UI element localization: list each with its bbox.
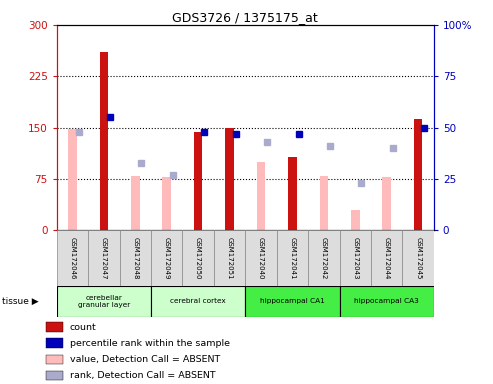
FancyBboxPatch shape [57, 286, 151, 317]
FancyBboxPatch shape [340, 230, 371, 286]
Text: GSM172041: GSM172041 [289, 237, 295, 280]
FancyBboxPatch shape [308, 230, 340, 286]
Bar [383, 177, 391, 230]
FancyBboxPatch shape [57, 230, 88, 286]
Text: hippocampal CA3: hippocampal CA3 [354, 298, 419, 305]
Bar [225, 127, 234, 230]
FancyBboxPatch shape [245, 230, 277, 286]
FancyBboxPatch shape [245, 286, 340, 317]
FancyBboxPatch shape [46, 354, 63, 364]
Text: percentile rank within the sample: percentile rank within the sample [70, 339, 230, 348]
FancyBboxPatch shape [151, 230, 182, 286]
FancyBboxPatch shape [119, 230, 151, 286]
Bar [257, 162, 265, 230]
Text: GSM172051: GSM172051 [227, 237, 233, 280]
Text: GSM172046: GSM172046 [70, 237, 75, 280]
FancyBboxPatch shape [402, 230, 434, 286]
Bar [194, 132, 203, 230]
Text: GSM172043: GSM172043 [352, 237, 358, 280]
Bar [319, 175, 328, 230]
FancyBboxPatch shape [88, 230, 119, 286]
FancyBboxPatch shape [371, 230, 402, 286]
Title: GDS3726 / 1375175_at: GDS3726 / 1375175_at [173, 11, 318, 24]
Text: cerebellar
granular layer: cerebellar granular layer [78, 295, 130, 308]
FancyBboxPatch shape [46, 338, 63, 348]
Text: GSM172040: GSM172040 [258, 237, 264, 280]
Text: tissue ▶: tissue ▶ [2, 297, 39, 306]
FancyBboxPatch shape [214, 230, 245, 286]
Text: GSM172048: GSM172048 [132, 237, 138, 280]
Text: GSM172047: GSM172047 [101, 237, 107, 280]
FancyBboxPatch shape [46, 371, 63, 380]
Bar [351, 210, 359, 230]
Bar [100, 52, 108, 230]
Bar [131, 175, 140, 230]
Text: GSM172042: GSM172042 [321, 237, 327, 280]
FancyBboxPatch shape [182, 230, 214, 286]
FancyBboxPatch shape [340, 286, 434, 317]
Text: rank, Detection Call = ABSENT: rank, Detection Call = ABSENT [70, 371, 215, 380]
Text: cerebral cortex: cerebral cortex [170, 298, 226, 305]
Text: GSM172049: GSM172049 [164, 237, 170, 280]
FancyBboxPatch shape [277, 230, 308, 286]
Text: value, Detection Call = ABSENT: value, Detection Call = ABSENT [70, 355, 220, 364]
Text: GSM172044: GSM172044 [384, 237, 389, 280]
Text: GSM172045: GSM172045 [415, 237, 421, 280]
FancyBboxPatch shape [46, 322, 63, 332]
Bar [162, 177, 171, 230]
FancyBboxPatch shape [151, 286, 245, 317]
Text: GSM172050: GSM172050 [195, 237, 201, 280]
Text: hippocampal CA1: hippocampal CA1 [260, 298, 325, 305]
Bar [414, 119, 423, 230]
Bar [288, 157, 297, 230]
Text: count: count [70, 323, 96, 331]
Bar [68, 129, 77, 230]
